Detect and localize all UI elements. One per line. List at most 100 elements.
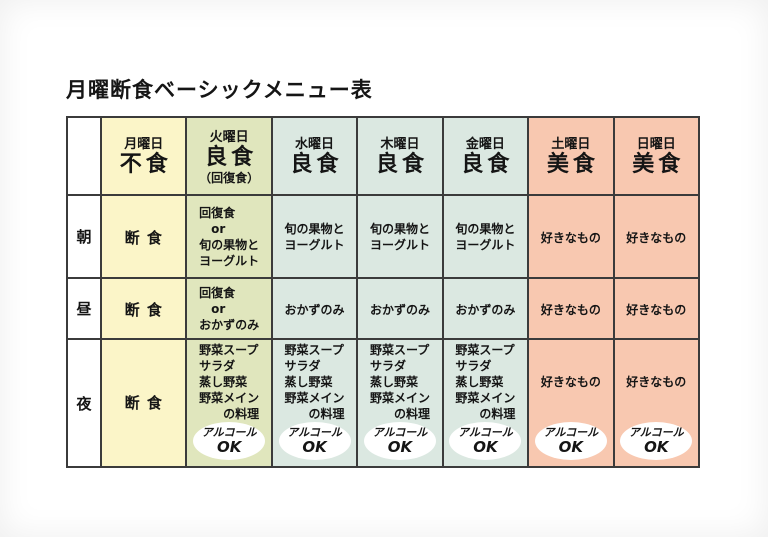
- day-type-note: （回復食）: [199, 170, 260, 185]
- cell-morning-mon: 断 食: [99, 194, 188, 279]
- cell-text-line: おかずのみ: [199, 317, 260, 332]
- cell-evening-sat: 好きなものアルコール OK: [527, 338, 615, 468]
- cell-text: おかずのみ: [455, 302, 515, 318]
- day-type: 美食: [632, 151, 685, 177]
- alcohol-label: アルコール: [628, 426, 684, 439]
- cell-text: 好きなもの: [626, 302, 686, 318]
- cell-text-line: 野菜スープ: [199, 342, 259, 357]
- day-header-thu: 木曜日 良食: [356, 116, 444, 196]
- cell-text-line: 好きなもの: [626, 302, 687, 317]
- day-type: 良食: [205, 144, 258, 170]
- evening-cell-layout: 好きなものアルコール OK: [529, 341, 612, 465]
- alcohol-label: アルコール: [372, 426, 428, 439]
- evening-cell-layout: 好きなものアルコール OK: [615, 341, 698, 465]
- cell-text: 好きなもの: [626, 374, 686, 390]
- ok-label: OK: [216, 438, 242, 456]
- cell-text-line: 好きなもの: [540, 302, 601, 317]
- evening-cell-content: 野菜スープ サラダ 蒸し野菜 野菜メイン の料理: [285, 341, 345, 422]
- cell-text-line: 野菜スープ: [455, 342, 515, 357]
- row-label-morning: 朝: [66, 194, 102, 279]
- evening-cell-content: 野菜スープ サラダ 蒸し野菜 野菜メイン の料理: [370, 341, 430, 422]
- alcohol-label: アルコール: [458, 426, 513, 439]
- cell-text: 断 食: [125, 302, 163, 318]
- cell-noon-mon: 断 食: [99, 277, 188, 340]
- cell-text-line: 野菜メイン: [199, 390, 260, 405]
- cell-text-line: 好きなもの: [540, 374, 601, 389]
- cell-text-line: の料理: [369, 406, 430, 421]
- cell-text: 好きなもの: [541, 302, 601, 318]
- row-label-noon: 昼: [66, 277, 102, 340]
- page-title: 月曜断食ベーシックメニュー表: [66, 78, 373, 102]
- alcohol-ok-badge: アルコール OK: [620, 422, 693, 460]
- cell-text: 旬の果物と ヨーグルト: [455, 221, 515, 253]
- cell-text-line: サラダ: [455, 358, 492, 373]
- day-header-tue: 火曜日 良食 （回復食）: [185, 116, 273, 196]
- cell-text-line: おかずのみ: [455, 302, 516, 317]
- alcohol-ok-badge: アルコール OK: [193, 422, 266, 460]
- cell-text: 回復食 or おかずのみ: [199, 285, 259, 333]
- day-name: 日曜日: [636, 136, 676, 152]
- day-type: 良食: [375, 151, 428, 177]
- row-morning: 朝断 食回復食 or 旬の果物と ヨーグルト 旬の果物と ヨーグルト 旬の果物と ヨーグルト…: [66, 194, 701, 279]
- cell-text-line: 好きなもの: [626, 230, 687, 245]
- cell-morning-wed: 旬の果物と ヨーグルト: [270, 194, 359, 279]
- evening-cell-layout: 野菜スープ サラダ 蒸し野菜 野菜メイン の料理 アルコール OK: [187, 341, 270, 465]
- cell-morning-fri: 旬の果物と ヨーグルト: [441, 194, 530, 279]
- ok-label: OK: [558, 438, 583, 456]
- row-noon: 昼断 食回復食 or おかずのみ おかずのみ おかずのみ おかずのみ 好きなもの 好きなもの: [66, 277, 701, 340]
- day-name: 火曜日: [209, 129, 249, 145]
- evening-cell-content: 野菜スープ サラダ 蒸し野菜 野菜メイン の料理: [455, 341, 515, 422]
- alcohol-label: アルコール: [287, 426, 342, 439]
- cell-text-line: の料理: [455, 406, 516, 421]
- cell-text-line: サラダ: [369, 358, 406, 373]
- cell-text-line: 野菜スープ: [369, 342, 430, 357]
- cell-text-line: 野菜メイン: [455, 390, 516, 405]
- cell-text-line: ヨーグルト: [369, 237, 430, 252]
- cell-text-line: サラダ: [284, 358, 321, 373]
- cell-text-line: 蒸し野菜: [369, 374, 418, 389]
- menu-table: 月曜日 不食 火曜日 良食 （回復食） 水曜日 良食 木曜日 良食 金曜日 良食 土曜日 美食 日曜日 美食…: [66, 116, 701, 468]
- day-name: 水曜日: [295, 136, 335, 152]
- day-header-fri: 金曜日 良食: [441, 116, 530, 196]
- cell-text-line: or: [199, 221, 226, 236]
- cell-text-line: 野菜スープ: [284, 342, 344, 357]
- alcohol-ok-badge: アルコール OK: [534, 422, 607, 460]
- day-header-wed: 水曜日 良食: [270, 116, 359, 196]
- cell-text: 断 食: [125, 230, 163, 246]
- alcohol-label: アルコール: [201, 426, 257, 439]
- day-type: 良食: [461, 151, 514, 177]
- cell-noon-wed: おかずのみ: [270, 277, 359, 340]
- cell-text-line: 回復食: [199, 205, 236, 220]
- cell-text: 好きなもの: [626, 230, 686, 246]
- cell-text-line: 回復食: [199, 285, 236, 300]
- cell-evening-wed: 野菜スープ サラダ 蒸し野菜 野菜メイン の料理 アルコール OK: [270, 338, 359, 468]
- cell-text: 野菜スープ サラダ 蒸し野菜 野菜メイン の料理: [455, 342, 515, 422]
- cell-text: 好きなもの: [541, 374, 601, 390]
- cell-evening-thu: 野菜スープ サラダ 蒸し野菜 野菜メイン の料理 アルコール OK: [356, 338, 444, 468]
- alcohol-label: アルコール: [543, 426, 599, 439]
- cell-noon-tue: 回復食 or おかずのみ: [185, 277, 273, 340]
- cell-text-line: ヨーグルト: [284, 237, 345, 252]
- evening-cell-layout: 野菜スープ サラダ 蒸し野菜 野菜メイン の料理 アルコール OK: [358, 341, 441, 465]
- cell-morning-sun: 好きなもの: [612, 194, 701, 279]
- cell-noon-sat: 好きなもの: [527, 277, 615, 340]
- corner-cell: [66, 116, 102, 196]
- day-type: 不食: [119, 151, 172, 177]
- cell-text-line: 旬の果物と: [199, 237, 260, 252]
- day-header-sun: 日曜日 美食: [612, 116, 701, 196]
- cell-text: 野菜スープ サラダ 蒸し野菜 野菜メイン の料理: [285, 342, 345, 422]
- cell-text-line: 好きなもの: [540, 230, 601, 245]
- cell-text-line: 断 食: [124, 228, 163, 247]
- cell-text-line: サラダ: [199, 358, 236, 373]
- cell-text-line: ヨーグルト: [455, 237, 516, 252]
- cell-text-line: 蒸し野菜: [455, 374, 504, 389]
- cell-text-line: 断 食: [124, 300, 163, 319]
- cell-text-line: の料理: [284, 406, 345, 421]
- cell-text-line: の料理: [199, 406, 260, 421]
- cell-text-line: 好きなもの: [626, 374, 687, 389]
- cell-text-line: 断 食: [124, 394, 163, 412]
- cell-noon-thu: おかずのみ: [356, 277, 444, 340]
- alcohol-ok-badge: アルコール OK: [278, 422, 351, 460]
- cell-text: 好きなもの: [541, 230, 601, 246]
- cell-text: おかずのみ: [285, 302, 345, 318]
